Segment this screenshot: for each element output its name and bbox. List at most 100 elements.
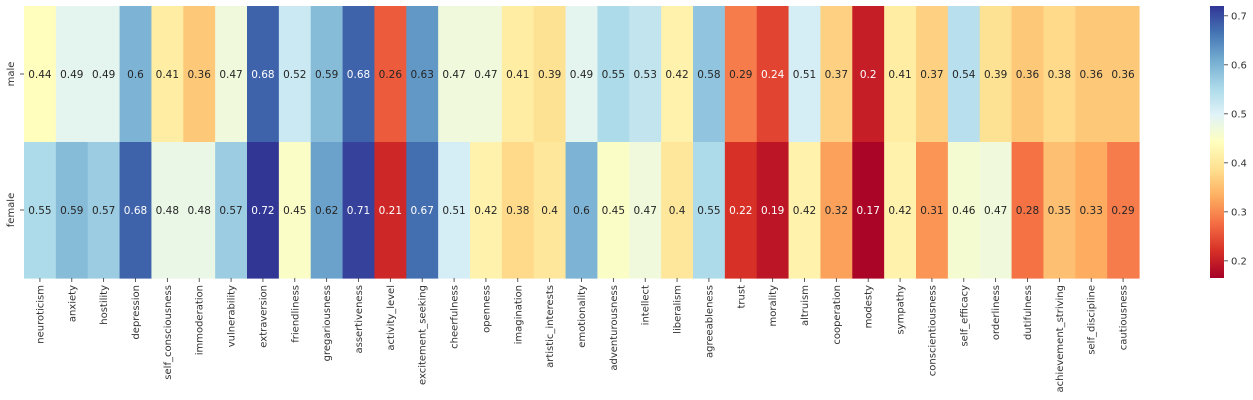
cell-value-label: 0.17 (857, 205, 880, 217)
cell-value-label: 0.47 (634, 205, 657, 217)
heatmap-cell (247, 142, 280, 279)
cell-value-label: 0.39 (538, 69, 561, 81)
cell-value-label: 0.36 (1111, 69, 1135, 81)
cell-value-label: 0.42 (665, 69, 688, 81)
cell-value-label: 0.38 (506, 205, 529, 217)
heatmap-cell (1107, 142, 1140, 279)
column-label: depression (131, 285, 142, 340)
heatmap-cell (374, 6, 407, 143)
heatmap-cell (788, 6, 822, 143)
heatmap-cell (884, 6, 917, 143)
cell-value-label: 0.49 (570, 69, 593, 81)
colorbar-gradient (1210, 6, 1224, 278)
cell-value-label: 0.45 (602, 205, 625, 217)
column-tick-labels: neuroticism anxiety hostility depression sel… (35, 278, 1130, 393)
heatmap-cell (342, 6, 376, 143)
heatmap-cell (661, 142, 694, 279)
column-label: adventurousness (609, 285, 620, 371)
heatmap-cell (1075, 6, 1108, 143)
cell-value-label: 0.22 (729, 205, 752, 217)
heatmap-cell (119, 142, 153, 279)
cell-value-label: 0.41 (156, 69, 179, 81)
cell-value-label: 0.63 (411, 69, 434, 81)
colorbar-tick-label: 0.4 (1231, 158, 1247, 169)
column-label: orderliness (991, 285, 1002, 340)
cell-value-label: 0.55 (602, 69, 625, 81)
heatmap-cell (533, 6, 567, 143)
heatmap-cell (724, 6, 758, 143)
heatmap-cell (884, 142, 917, 279)
cell-value-label: 0.68 (124, 205, 147, 217)
cell-value-label: 0.41 (506, 69, 529, 81)
heatmap-cell (24, 142, 57, 279)
heatmap-cell (565, 142, 599, 279)
column-label: vulnerability (227, 285, 238, 347)
cell-value-label: 0.4 (669, 205, 686, 217)
cell-value-label: 0.44 (28, 69, 52, 81)
heatmap-cell (183, 142, 216, 279)
heatmap-cell (661, 6, 694, 143)
heatmap-cell (693, 6, 726, 143)
row-label: female (6, 193, 17, 227)
heatmap-cell (24, 6, 57, 143)
heatmap-cell (756, 6, 790, 143)
cell-value-label: 0.4 (541, 205, 558, 217)
cell-value-label: 0.41 (888, 69, 911, 81)
column-label: immoderation (195, 285, 206, 355)
column-label: intellect (641, 285, 652, 325)
cell-value-label: 0.24 (761, 69, 785, 81)
colorbar: 0.2 0.3 0.4 0.5 0.6 0.7 (1210, 6, 1247, 278)
cell-value-label: 0.62 (315, 205, 338, 217)
heatmap-cell (756, 142, 790, 279)
heatmap-cell (87, 6, 121, 143)
column-label: gregariousness (322, 285, 333, 361)
heatmap-cell (852, 142, 885, 279)
heatmap-cell (1011, 6, 1045, 143)
colorbar-tick-label: 0.5 (1231, 109, 1247, 120)
cell-value-label: 0.51 (793, 69, 816, 81)
cell-value-label: 0.47 (984, 205, 1007, 217)
heatmap-cell (629, 142, 662, 279)
cell-value-label: 0.29 (729, 69, 752, 81)
cell-value-label: 0.26 (379, 69, 403, 81)
cell-value-label: 0.37 (920, 69, 943, 81)
column-label: extraversion (258, 285, 269, 348)
heatmap-cell (533, 142, 567, 279)
column-label: friendliness (290, 285, 301, 343)
heatmap-cell (278, 6, 312, 143)
column-label: trust (736, 285, 747, 309)
heatmap-cell (947, 6, 981, 143)
heatmap-cell (788, 142, 822, 279)
cell-value-label: 0.59 (315, 69, 338, 81)
column-label: sympathy (896, 285, 907, 335)
column-label: assertiveness (354, 285, 365, 354)
cell-value-label: 0.48 (188, 205, 211, 217)
heatmap-cell (342, 142, 376, 279)
heatmap-cells (24, 6, 1140, 279)
row-label: male (6, 62, 17, 87)
heatmap-cell (724, 142, 758, 279)
heatmap-cell (629, 6, 662, 143)
column-label: achievement_striving (1055, 285, 1066, 393)
heatmap-cell (55, 142, 89, 279)
cell-value-label: 0.68 (251, 69, 274, 81)
cell-value-label: 0.58 (697, 69, 720, 81)
cell-value-label: 0.51 (442, 205, 465, 217)
cell-value-label: 0.29 (1111, 205, 1134, 217)
cell-value-label: 0.49 (92, 69, 115, 81)
heatmap-cell (820, 6, 853, 143)
cell-value-label: 0.32 (825, 205, 848, 217)
cell-value-label: 0.37 (825, 69, 848, 81)
heatmap-cell (565, 6, 599, 143)
cell-value-label: 0.36 (1080, 69, 1104, 81)
heatmap-cell (310, 142, 344, 279)
cell-value-label: 0.54 (952, 69, 976, 81)
column-label: anxiety (67, 285, 78, 322)
column-label: agreeableness (704, 285, 715, 358)
cell-value-label: 0.21 (379, 205, 402, 217)
cell-value-label: 0.46 (952, 205, 976, 217)
cell-value-label: 0.42 (474, 205, 497, 217)
heatmap-cell (374, 142, 407, 279)
column-label: emotionality (577, 285, 588, 348)
cell-value-label: 0.57 (92, 205, 115, 217)
